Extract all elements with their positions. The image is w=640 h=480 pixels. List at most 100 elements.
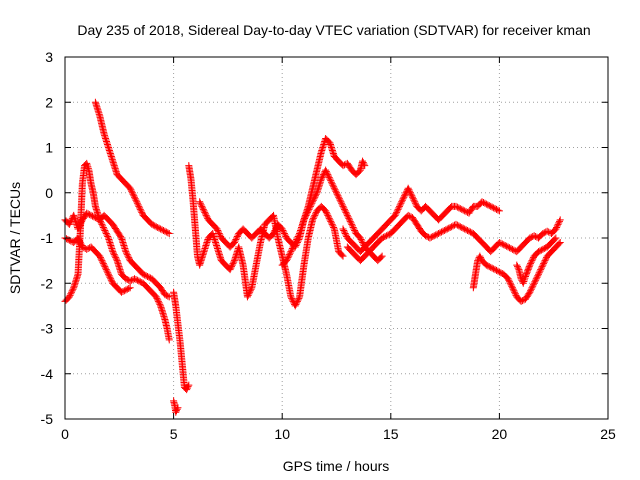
- data-point-marker: [137, 207, 145, 215]
- y-tick-label: -3: [41, 321, 54, 337]
- data-point-marker: [203, 213, 211, 221]
- data-point-marker: [520, 278, 528, 286]
- data-point-marker: [422, 232, 430, 240]
- data-point-marker: [279, 226, 287, 234]
- data-point-marker: [287, 248, 295, 256]
- data-point-marker: [102, 264, 110, 272]
- data-point-marker: [62, 235, 70, 243]
- data-point-marker: [505, 276, 513, 284]
- data-point-marker: [96, 254, 104, 262]
- data-point-marker: [280, 229, 288, 237]
- data-point-marker: [110, 251, 118, 259]
- data-point-marker: [491, 205, 499, 213]
- series-track-13: [513, 234, 560, 287]
- data-point-marker: [541, 257, 549, 265]
- x-tick-label: 20: [492, 426, 508, 442]
- data-point-marker: [126, 277, 134, 285]
- data-point-marker: [485, 202, 493, 210]
- data-point-marker: [409, 195, 417, 203]
- data-point-marker: [430, 232, 438, 240]
- data-point-marker: [304, 208, 312, 216]
- data-point-marker: [493, 205, 501, 213]
- data-point-marker: [556, 216, 564, 224]
- data-point-marker: [537, 264, 545, 272]
- data-point-marker: [535, 269, 543, 277]
- data-point-marker: [341, 207, 349, 215]
- data-point-marker: [105, 272, 113, 280]
- data-point-marker: [311, 211, 319, 219]
- data-point-marker: [328, 180, 336, 188]
- y-axis-label: SDTVAR / TECUs: [7, 182, 23, 294]
- data-point-marker: [280, 228, 288, 236]
- data-point-marker: [531, 278, 539, 286]
- data-point-marker: [200, 207, 208, 215]
- data-point-marker: [172, 408, 180, 416]
- data-point-marker: [86, 211, 94, 219]
- data-point-marker: [173, 405, 181, 413]
- x-tick-label: 15: [383, 426, 399, 442]
- data-point-marker: [553, 222, 561, 230]
- data-point-marker: [440, 226, 448, 234]
- data-point-marker: [478, 198, 486, 206]
- data-point-marker: [487, 202, 495, 210]
- data-point-marker: [102, 229, 110, 237]
- data-point-marker: [78, 217, 86, 225]
- data-point-marker: [322, 166, 330, 174]
- data-point-marker: [300, 216, 308, 224]
- data-point-marker: [96, 252, 104, 260]
- data-point-marker: [477, 254, 485, 262]
- data-point-marker: [532, 276, 540, 284]
- data-point-marker: [122, 248, 130, 256]
- data-point-marker: [396, 201, 404, 209]
- series-track-1: [61, 159, 173, 344]
- data-point-marker: [526, 288, 534, 296]
- data-point-marker: [198, 202, 206, 210]
- data-point-marker: [399, 195, 407, 203]
- data-point-marker: [488, 203, 496, 211]
- data-point-marker: [110, 249, 118, 257]
- data-point-marker: [289, 243, 297, 251]
- data-point-marker: [528, 284, 536, 292]
- data-point-marker: [340, 205, 348, 213]
- series-track-11: [343, 211, 564, 265]
- data-point-marker: [481, 199, 489, 207]
- data-point-marker: [126, 184, 134, 192]
- data-point-marker: [68, 287, 76, 295]
- data-point-marker: [538, 263, 546, 271]
- data-point-marker: [479, 199, 487, 207]
- data-point-marker: [351, 226, 359, 234]
- data-point-marker: [330, 183, 338, 191]
- data-point-marker: [141, 271, 149, 279]
- y-tick-label: -4: [41, 366, 54, 382]
- data-point-marker: [436, 229, 444, 237]
- data-point-marker: [103, 231, 111, 239]
- data-point-marker: [97, 255, 105, 263]
- data-point-marker: [133, 276, 141, 284]
- data-point-marker: [310, 213, 318, 221]
- data-point-marker: [448, 223, 456, 231]
- data-point-marker: [339, 252, 347, 260]
- data-point-marker: [285, 251, 293, 259]
- data-point-marker: [398, 198, 406, 206]
- data-point-marker: [247, 285, 255, 293]
- data-point-marker: [284, 254, 292, 262]
- data-point-marker: [490, 265, 498, 273]
- data-point-marker: [162, 228, 170, 236]
- data-point-marker: [154, 297, 162, 305]
- data-point-marker: [117, 288, 125, 296]
- data-point-marker: [511, 288, 519, 296]
- data-point-marker: [84, 164, 92, 172]
- data-point-marker: [172, 407, 180, 415]
- data-point-marker: [382, 232, 390, 240]
- data-point-marker: [232, 236, 240, 244]
- data-point-marker: [527, 287, 535, 295]
- data-point-marker: [99, 222, 107, 230]
- data-point-marker: [133, 199, 141, 207]
- data-point-marker: [292, 237, 300, 245]
- data-point-marker: [243, 293, 251, 301]
- data-point-marker: [529, 282, 537, 290]
- data-point-marker: [495, 207, 503, 215]
- data-point-marker: [184, 383, 192, 391]
- data-point-marker: [341, 229, 349, 237]
